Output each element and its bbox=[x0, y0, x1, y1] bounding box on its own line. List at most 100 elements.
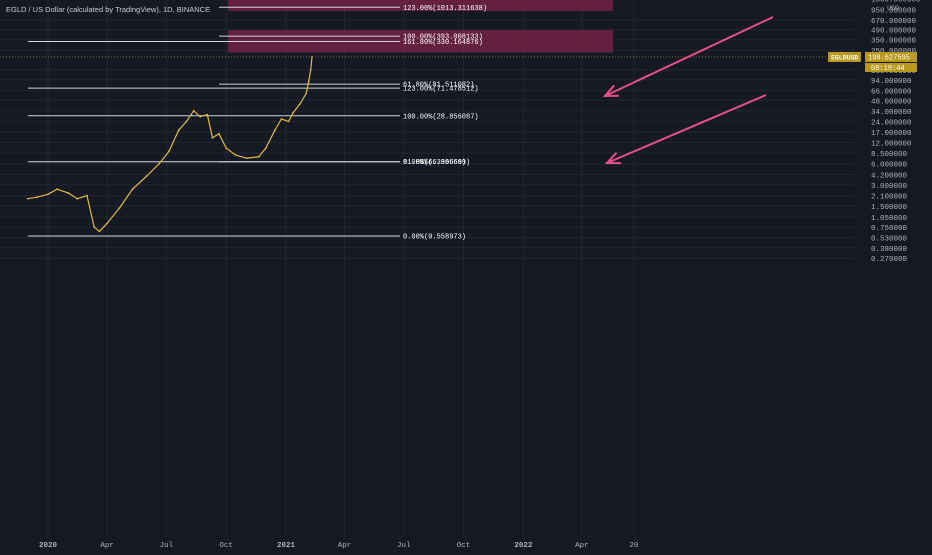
fib-level-label: 100.00%(28.856087) bbox=[403, 113, 479, 121]
price-tick-label: 34.000000 bbox=[871, 109, 912, 117]
time-tick-label: Jul bbox=[160, 542, 174, 550]
time-axis-bg bbox=[0, 537, 932, 550]
price-axis-unit: USD bbox=[887, 5, 899, 12]
price-point bbox=[93, 226, 96, 228]
fib-level-label: 0.00%(6.396669) bbox=[403, 159, 466, 167]
countdown-badge-box bbox=[865, 62, 917, 72]
price-point bbox=[185, 120, 188, 123]
price-point bbox=[98, 230, 101, 233]
price-tick-label: 0.530000 bbox=[871, 236, 908, 244]
fib-level-label: 61.80%(6.396669) bbox=[403, 159, 470, 167]
price-tick-label: 8.500000 bbox=[871, 151, 908, 159]
price-point bbox=[47, 193, 49, 196]
arrow-upper-head bbox=[602, 84, 620, 98]
price-point bbox=[192, 109, 195, 112]
countdown-value: 08:19:44 bbox=[871, 65, 905, 73]
time-tick-label: Apr bbox=[100, 542, 114, 550]
price-point bbox=[274, 129, 276, 132]
price-tick-label: 48.000000 bbox=[871, 98, 912, 106]
time-tick-label: Oct bbox=[219, 542, 233, 550]
price-point bbox=[67, 192, 70, 194]
price-point bbox=[309, 69, 312, 71]
time-tick-label: 2021 bbox=[277, 542, 296, 550]
time-tick-label: 2022 bbox=[514, 542, 533, 550]
fib-level-label: 161.80%(330.164876) bbox=[403, 39, 483, 47]
price-tick-label: 0.380000 bbox=[871, 246, 908, 254]
price-series bbox=[0, 56, 855, 233]
price-point bbox=[76, 197, 79, 200]
price-point bbox=[199, 115, 202, 118]
price-point bbox=[131, 188, 134, 191]
price-tick-label: 670.000000 bbox=[871, 18, 917, 26]
price-point bbox=[280, 118, 283, 120]
fib-level-label: 100.00%(393.008133) bbox=[403, 34, 483, 42]
fib-level-label: 0.00%(0.558973) bbox=[403, 234, 466, 242]
price-point bbox=[264, 147, 267, 150]
symbol-badge-text: EGLDUSD bbox=[831, 54, 858, 61]
price-point bbox=[86, 194, 88, 197]
grid-lines bbox=[0, 0, 855, 537]
price-point bbox=[26, 197, 29, 200]
price-point bbox=[292, 111, 295, 114]
price-point bbox=[257, 155, 260, 158]
price-point bbox=[305, 92, 308, 95]
time-tick-label: 20 bbox=[629, 542, 639, 550]
chart-title: EGLD / US Dollar (calculated by TradingV… bbox=[6, 5, 211, 14]
price-tick-label: 66.000000 bbox=[871, 89, 912, 97]
price-point bbox=[234, 154, 237, 156]
price-point bbox=[158, 162, 161, 165]
arrow-lower-head bbox=[604, 152, 622, 165]
time-axis[interactable]: 2020 Apr Jul Oct 2021 Apr Jul Oct 2022 Apr 20 bbox=[0, 537, 932, 550]
price-tick-label: 950.000000 bbox=[871, 7, 917, 15]
price-point bbox=[211, 136, 214, 139]
price-tick-label: 94.000000 bbox=[871, 78, 912, 86]
price-point bbox=[177, 129, 180, 132]
price-point bbox=[168, 150, 170, 153]
fib-level-label: 61.80%(81.511082) bbox=[403, 82, 474, 90]
price-tick-label: 12.000000 bbox=[871, 141, 912, 149]
price-tick-label: 1.050000 bbox=[871, 215, 908, 223]
price-tick-label: 250.000000 bbox=[871, 48, 917, 56]
price-tick-label: 1350.000000 bbox=[871, 0, 921, 5]
time-tick-label: Oct bbox=[457, 542, 471, 550]
price-tick-label: 0.750000 bbox=[871, 225, 908, 233]
fib-levels[interactable]: 161.80%(5007.929023)200.00%(1489.392760)… bbox=[27, 0, 487, 242]
annotation-arrows[interactable] bbox=[602, 16, 774, 165]
price-point bbox=[307, 80, 310, 83]
price-tick-label: 1.500000 bbox=[871, 204, 908, 212]
price-tick-label: 24.000000 bbox=[871, 119, 912, 127]
arrow-lower[interactable] bbox=[606, 94, 767, 164]
price-line bbox=[27, 56, 313, 232]
price-point bbox=[36, 196, 38, 199]
price-badge: EGLDUSD 198.627595 08:19:44 bbox=[828, 51, 917, 73]
price-point bbox=[145, 175, 148, 177]
price-point bbox=[218, 132, 220, 135]
price-point bbox=[298, 103, 301, 106]
price-tick-label: 3.000000 bbox=[871, 183, 908, 191]
time-tick-label: Jul bbox=[397, 542, 411, 550]
price-point bbox=[206, 113, 209, 116]
price-point bbox=[118, 207, 121, 209]
price-tick-label: 350.000000 bbox=[871, 38, 917, 46]
fib-level-label: 200.00%(1489.392760) bbox=[403, 0, 487, 1]
price-tick-label: 0.270000 bbox=[871, 256, 908, 264]
target-zone-1 bbox=[228, 0, 613, 11]
price-badge-value: 198.627595 bbox=[868, 54, 910, 62]
fib-level-label: 123.00%(1013.311638) bbox=[403, 5, 487, 13]
price-axis-bg bbox=[858, 0, 932, 537]
price-point bbox=[225, 147, 228, 150]
price-point bbox=[106, 222, 109, 225]
fib-level-label: 123.00%(71.478512) bbox=[403, 86, 479, 94]
price-point bbox=[287, 120, 290, 123]
price-axis[interactable]: 10400.0000007600.0000005350.0000003750.0… bbox=[858, 0, 932, 537]
price-point bbox=[245, 157, 248, 160]
price-tick-label: 2.100000 bbox=[871, 194, 908, 202]
time-tick-label: Apr bbox=[575, 542, 589, 550]
price-tick-label: 4.200000 bbox=[871, 173, 908, 181]
price-tick-label: 17.000000 bbox=[871, 130, 912, 138]
symbol-badge bbox=[828, 51, 861, 62]
time-tick-label: Apr bbox=[338, 542, 352, 550]
arrow-upper[interactable] bbox=[604, 16, 774, 97]
